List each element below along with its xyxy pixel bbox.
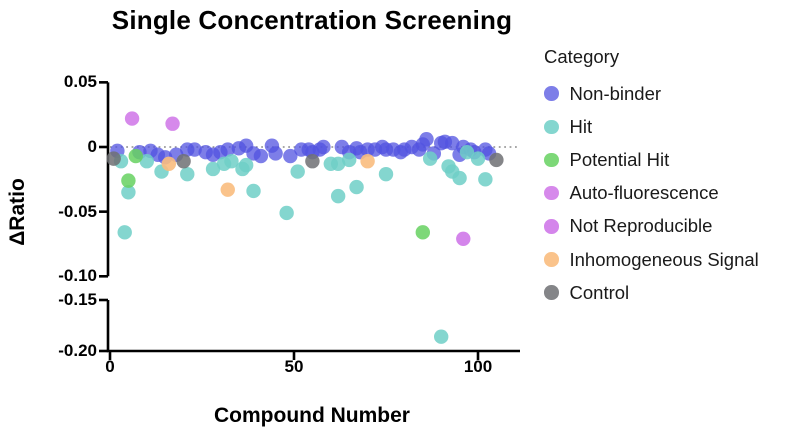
legend-item-control: Control xyxy=(544,276,759,309)
x-tick-label: 50 xyxy=(284,357,304,376)
legend-item-label: Not Reproducible xyxy=(569,215,713,237)
data-point-non-binder xyxy=(253,148,269,164)
y-tick-label: 0 xyxy=(87,137,97,156)
legend-dot-icon xyxy=(544,219,559,234)
data-point-control xyxy=(176,154,191,169)
data-point-hit xyxy=(422,151,438,166)
legend-items: Non-binder Hit Potential Hit Auto-fluoresce… xyxy=(544,77,759,309)
data-point-hit xyxy=(117,225,132,240)
legend-item-label: Potential Hit xyxy=(569,148,670,170)
data-point-hit xyxy=(246,183,261,199)
legend-item-auto-fluorescence: Auto-fluorescence xyxy=(544,177,759,210)
data-point-hit xyxy=(224,154,239,169)
y-tick-label: -0.05 xyxy=(58,201,97,221)
legend-item-not-reproducible: Not Reproducible xyxy=(544,210,759,243)
legend-dot-icon xyxy=(544,119,559,135)
y-axis-label: ΔRatio xyxy=(6,178,29,246)
legend-dot-icon xyxy=(544,185,559,201)
data-point-non-binder xyxy=(445,135,460,151)
data-point-control xyxy=(305,154,320,169)
legend-title: Category xyxy=(544,46,620,67)
data-point-inhomogeneous-signal xyxy=(161,156,177,172)
y-tick-label: 0.05 xyxy=(63,72,97,92)
legend-item-label: Auto-fluorescence xyxy=(569,182,719,204)
data-point-non-binder xyxy=(268,146,283,161)
data-point-hit xyxy=(180,166,195,182)
data-point-potential-hit xyxy=(128,148,143,164)
data-point-control xyxy=(489,152,504,168)
y-tick-label: -0.15 xyxy=(58,290,97,309)
data-point-non-binder xyxy=(283,148,298,164)
x-axis-label: Compound Number xyxy=(214,404,410,427)
data-point-hit xyxy=(279,205,294,221)
legend-item-label: Hit xyxy=(569,115,593,137)
data-point-hit xyxy=(290,164,305,179)
data-point-auto-fluorescence xyxy=(124,111,140,126)
data-point-hit xyxy=(330,156,346,172)
y-tick-label: -0.10 xyxy=(58,266,97,286)
legend-item-hit: Hit xyxy=(544,110,759,143)
data-point-hit xyxy=(139,154,154,169)
data-point-hit xyxy=(342,152,357,168)
legend-dot-icon xyxy=(544,86,559,101)
data-point-inhomogeneous-signal xyxy=(220,182,235,197)
data-point-potential-hit xyxy=(121,173,136,188)
data-point-hit xyxy=(459,144,475,160)
data-point-hit xyxy=(478,172,493,187)
data-point-hit xyxy=(238,157,254,173)
data-point-control xyxy=(106,151,121,166)
legend-item-inhomogeneous-signal: Inhomogeneous Signal xyxy=(544,243,759,276)
data-point-hit xyxy=(121,185,136,200)
data-point-non-binder xyxy=(419,132,434,147)
legend-item-label: Non-binder xyxy=(569,82,662,104)
x-tick-label: 0 xyxy=(105,357,115,376)
legend-item-label: Control xyxy=(569,281,630,303)
data-point-hit xyxy=(452,170,467,186)
data-point-hit xyxy=(378,166,394,182)
data-point-potential-hit xyxy=(415,225,430,240)
data-point-non-binder xyxy=(220,142,235,157)
data-point-hit xyxy=(434,329,449,344)
chart-title: Single Concentration Screening xyxy=(111,5,513,35)
legend-dot-icon xyxy=(544,152,559,168)
legend-dot-icon xyxy=(544,252,559,267)
legend-dot-icon xyxy=(544,285,559,300)
legend-item-non-binder: Non-binder xyxy=(544,77,759,110)
data-point-hit xyxy=(470,151,486,166)
data-point-not-reproducible xyxy=(456,231,471,247)
data-point-hit xyxy=(330,188,346,204)
legend-item-label: Inhomogeneous Signal xyxy=(569,248,759,270)
data-point-auto-fluorescence xyxy=(165,116,180,131)
y-tick-label: -0.20 xyxy=(58,341,97,360)
x-tick-label: 100 xyxy=(463,357,493,376)
data-point-non-binder xyxy=(316,139,331,155)
data-point-hit xyxy=(205,161,221,177)
legend: Category Non-binder Hit Potential Hit Auto-… xyxy=(544,46,759,309)
data-point-hit xyxy=(349,179,364,195)
data-point-inhomogeneous-signal xyxy=(360,154,375,169)
legend-item-potential-hit: Potential Hit xyxy=(544,143,759,176)
data-point-non-binder xyxy=(187,142,202,157)
